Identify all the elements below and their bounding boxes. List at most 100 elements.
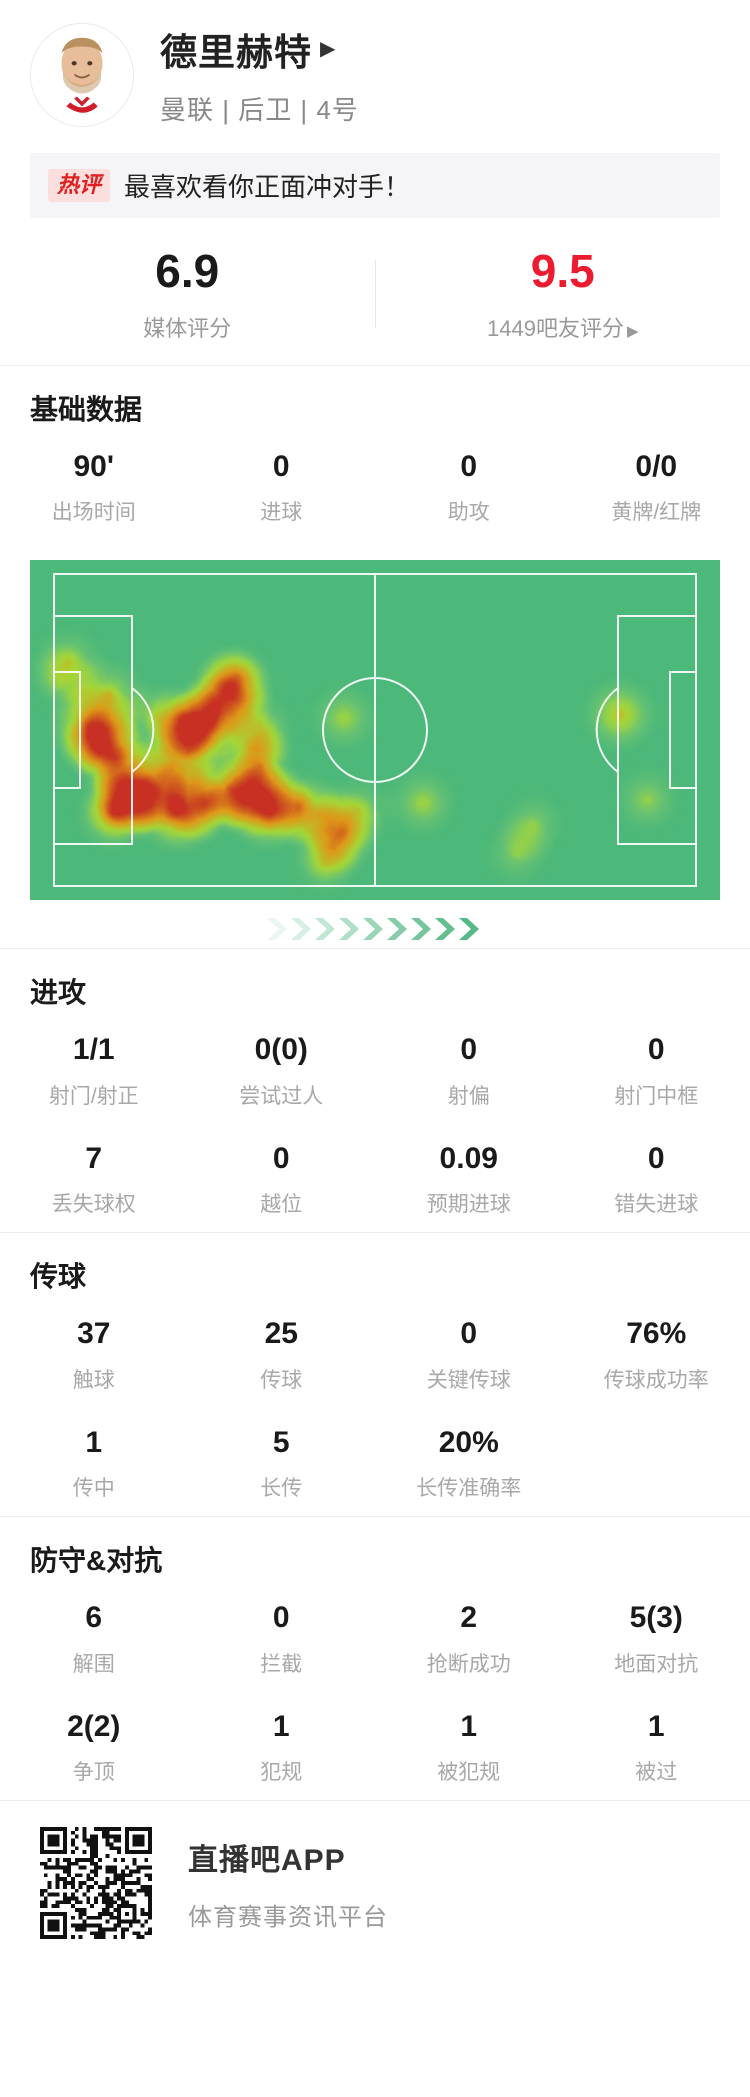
stat-label: 尝试过人 xyxy=(239,1084,324,1108)
stat-cell: 90' 出场时间 xyxy=(0,450,188,527)
direction-arrows xyxy=(30,900,720,948)
app-footer: 直播吧APP 体育赛事资讯平台 xyxy=(0,1801,750,1959)
stat-cell: 0 拦截 xyxy=(188,1601,376,1678)
player-name-row[interactable]: 德里赫特 ▶ xyxy=(160,22,359,76)
stat-value: 76% xyxy=(626,1317,687,1351)
stat-label: 长传 xyxy=(260,1477,303,1501)
stat-value: 5 xyxy=(272,1425,290,1459)
player-detail-arrow-icon[interactable]: ▶ xyxy=(320,38,336,60)
stat-cell: 1 传中 xyxy=(0,1426,188,1503)
stat-value: 0 xyxy=(272,1601,290,1635)
stat-label: 助攻 xyxy=(447,501,490,525)
section-title-basic: 基础数据 xyxy=(30,393,143,425)
stat-label: 预期进球 xyxy=(426,1193,511,1217)
media-rating-value: 6.9 xyxy=(155,245,220,297)
stat-row: 90' 出场时间 0 进球 0 助攻 0/0 黄牌/红牌 xyxy=(0,432,750,541)
section-divider xyxy=(0,364,750,366)
stat-value: 0 xyxy=(272,1141,290,1175)
fan-rating-count-text: 1449吧友评分 xyxy=(487,315,624,341)
stat-label: 黄牌/红牌 xyxy=(611,501,702,525)
fan-rating-arrow-icon: ▶ xyxy=(626,322,639,340)
stat-cell: 20% 长传准确率 xyxy=(375,1426,563,1503)
stat-cell: 1 犯规 xyxy=(188,1710,376,1787)
heatmap-wrap xyxy=(0,540,750,948)
stat-cell: 0 射偏 xyxy=(375,1033,563,1110)
stat-cell: 0 关键传球 xyxy=(375,1317,563,1394)
heatmap-pitch[interactable] xyxy=(30,560,720,901)
pitch-lines xyxy=(53,573,697,888)
fan-rating-label[interactable]: 1449吧友评分 ▶ xyxy=(376,311,750,343)
stat-label: 射偏 xyxy=(447,1084,490,1108)
stat-value: 6 xyxy=(85,1601,103,1635)
media-rating-label: 媒体评分 xyxy=(143,315,232,341)
section-title-defense: 防守&对抗 xyxy=(30,1545,163,1577)
stat-row: 1 传中 5 长传 20% 长传准确率 xyxy=(0,1408,750,1517)
hot-comment-wrap: 热评 最喜欢看你正面冲对手！ xyxy=(0,137,750,218)
stat-label: 抢断成功 xyxy=(426,1652,511,1676)
stat-row: 6 解围 0 拦截 2 抢断成功 5(3) 地面对抗 xyxy=(0,1583,750,1692)
stat-cell-empty xyxy=(563,1426,750,1503)
stat-cell: 37 触球 xyxy=(0,1317,188,1394)
stat-cell: 2(2) 争顶 xyxy=(0,1710,188,1787)
stat-row: 1/1 射门/射正 0(0) 尝试过人 0 射偏 0 射门中框 xyxy=(0,1015,750,1124)
stat-label: 被过 xyxy=(635,1761,678,1785)
stat-label: 射门/射正 xyxy=(48,1084,139,1108)
stat-value: 1/1 xyxy=(72,1033,115,1067)
stat-value: 0 xyxy=(647,1033,665,1067)
stat-label: 解围 xyxy=(72,1652,115,1676)
ratings-section: 6.9 媒体评分 9.5 1449吧友评分 ▶ xyxy=(0,218,750,365)
player-header: 德里赫特 ▶ 曼联 | 后卫 | 4号 xyxy=(0,0,750,137)
stat-cell: 76% 传球成功率 xyxy=(563,1317,750,1394)
avatar[interactable] xyxy=(30,22,134,127)
stat-value: 0 xyxy=(272,449,290,483)
stat-value: 2 xyxy=(460,1601,478,1635)
stat-cell: 0 进球 xyxy=(188,450,376,527)
stat-label: 被犯规 xyxy=(437,1761,501,1785)
stat-cell: 0 助攻 xyxy=(375,450,563,527)
hot-comment-bar[interactable]: 热评 最喜欢看你正面冲对手！ xyxy=(30,153,720,218)
footer-text: 直播吧APP 体育赛事资讯平台 xyxy=(188,1835,388,1932)
stat-label: 出场时间 xyxy=(51,501,136,525)
stat-value: 90' xyxy=(73,449,114,483)
stat-label: 争顶 xyxy=(72,1761,115,1785)
hot-comment-badge: 热评 xyxy=(48,169,111,202)
stat-label: 传中 xyxy=(72,1477,115,1501)
media-rating: 6.9 媒体评分 xyxy=(0,246,375,343)
stat-label: 犯规 xyxy=(260,1761,303,1785)
stat-cell: 0 射门中框 xyxy=(563,1033,750,1110)
stat-row: 2(2) 争顶 1 犯规 1 被犯规 1 被过 xyxy=(0,1692,750,1801)
section-title-passing: 传球 xyxy=(30,1261,87,1293)
stat-value: 1 xyxy=(85,1425,103,1459)
stat-value: 0 xyxy=(460,1317,478,1351)
stat-value: 0.09 xyxy=(439,1141,498,1175)
stat-label: 地面对抗 xyxy=(614,1652,699,1676)
stat-value: 0 xyxy=(647,1141,665,1175)
hot-comment-text: 最喜欢看你正面冲对手！ xyxy=(124,172,411,202)
stat-cell: 1 被犯规 xyxy=(375,1710,563,1787)
section-divider xyxy=(0,1232,750,1234)
section-defense: 防守&对抗 6 解围 0 拦截 2 抢断成功 5(3) 地面对抗 2(2) 争顶… xyxy=(0,1517,750,1800)
stat-value: 1 xyxy=(272,1709,290,1743)
footer-divider xyxy=(0,1800,750,1802)
section-divider xyxy=(0,948,750,950)
stat-cell: 6 解围 xyxy=(0,1601,188,1678)
stat-row: 7 丢失球权 0 越位 0.09 预期进球 0 错失进球 xyxy=(0,1124,750,1233)
stat-cell: 25 传球 xyxy=(188,1317,376,1394)
qr-code-icon[interactable] xyxy=(40,1827,152,1940)
stat-label: 触球 xyxy=(72,1368,115,1392)
stat-label: 进球 xyxy=(260,501,303,525)
stat-value: 0 xyxy=(460,449,478,483)
stat-value: 2(2) xyxy=(67,1709,121,1743)
footer-app-name: 直播吧APP xyxy=(188,1843,346,1877)
footer-tagline: 体育赛事资讯平台 xyxy=(188,1903,388,1931)
stat-label: 传球成功率 xyxy=(603,1368,709,1392)
stat-label: 错失进球 xyxy=(614,1193,699,1217)
stat-cell: 0(0) 尝试过人 xyxy=(188,1033,376,1110)
stat-label: 越位 xyxy=(260,1193,303,1217)
stat-value: 20% xyxy=(438,1425,499,1459)
stat-label: 长传准确率 xyxy=(416,1477,522,1501)
player-portrait-icon xyxy=(31,23,133,126)
section-title-attack: 进攻 xyxy=(30,977,87,1009)
fan-rating[interactable]: 9.5 1449吧友评分 ▶ xyxy=(376,246,750,343)
stat-value: 1 xyxy=(460,1709,478,1743)
